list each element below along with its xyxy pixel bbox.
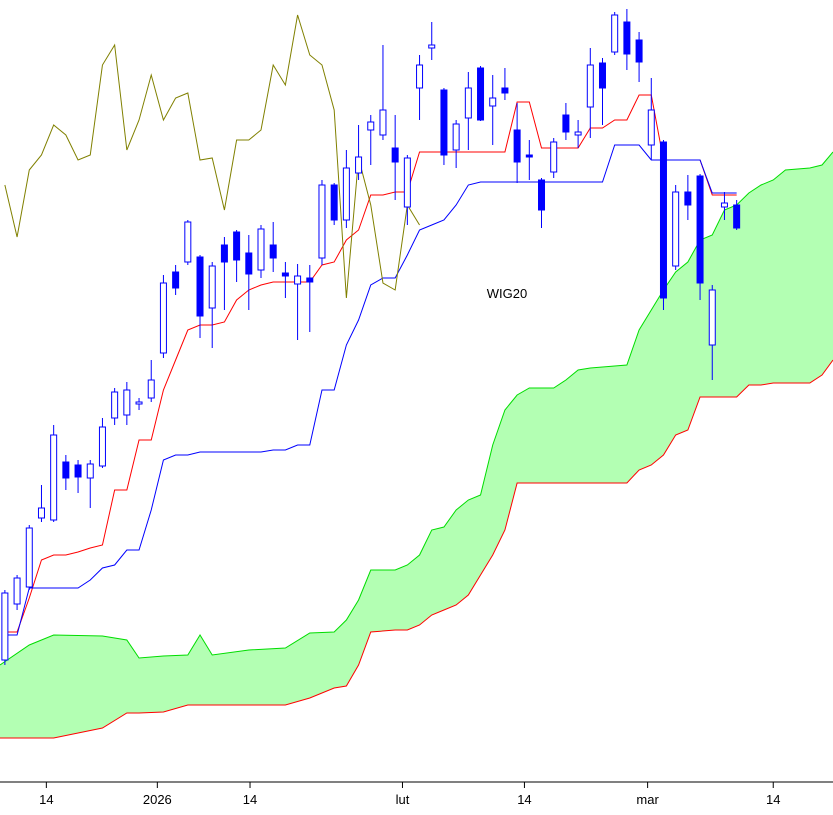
- candle-body: [208, 265, 216, 309]
- candle-body: [501, 87, 509, 94]
- candle-body: [562, 114, 570, 133]
- candle-body: [147, 379, 155, 399]
- x-tick-label: 14: [766, 792, 780, 807]
- candle-body: [538, 179, 546, 211]
- candle-body: [306, 277, 314, 283]
- candle-body: [659, 141, 667, 299]
- x-tick-label: 2026: [143, 792, 172, 807]
- candle-body: [62, 461, 70, 479]
- cloud-upper-line: [0, 151, 833, 666]
- indicator-line: [4, 14, 420, 299]
- candle-body: [98, 426, 106, 467]
- candle-body: [635, 39, 643, 63]
- indicator-line: [4, 94, 737, 633]
- candle-body: [477, 67, 485, 121]
- candle-body: [355, 156, 363, 174]
- candle-body: [574, 131, 582, 136]
- candle-body: [50, 434, 58, 521]
- candle-body: [269, 244, 277, 259]
- candle-body: [391, 147, 399, 163]
- x-tick-label: 14: [243, 792, 257, 807]
- candle-body: [598, 62, 606, 89]
- candle-body: [13, 577, 21, 605]
- candle-body: [257, 228, 265, 271]
- candle-body: [233, 231, 241, 261]
- cloud-lower-line: [0, 359, 833, 739]
- x-tick-label: mar: [636, 792, 659, 807]
- candle-body: [1, 592, 9, 661]
- candle-body: [513, 129, 521, 163]
- candle-body: [159, 282, 167, 354]
- candle-body: [379, 109, 387, 136]
- candle-body: [281, 272, 289, 277]
- candle-body: [318, 184, 326, 259]
- candle-body: [74, 464, 82, 478]
- candle-body: [111, 391, 119, 419]
- candle-body: [550, 141, 558, 173]
- candle-body: [86, 463, 94, 479]
- cloud: [0, 152, 833, 738]
- candle-body: [428, 44, 436, 49]
- candle-body: [647, 109, 655, 146]
- candle-body: [220, 244, 228, 263]
- candle-body: [330, 184, 338, 221]
- x-tick-label: lut: [396, 792, 410, 807]
- candle-body: [172, 271, 180, 289]
- candle-body: [586, 64, 594, 108]
- candle-body: [135, 401, 143, 405]
- x-tick-label: 14: [517, 792, 531, 807]
- candle-body: [440, 89, 448, 156]
- candle-body: [403, 157, 411, 208]
- candle-body: [25, 527, 33, 588]
- candle-body: [623, 21, 631, 55]
- candle-body: [611, 14, 619, 53]
- candle-body: [684, 191, 692, 206]
- candle-body: [123, 389, 131, 416]
- candle-body: [672, 191, 680, 267]
- candle-body: [708, 289, 716, 346]
- candle-body: [294, 275, 302, 285]
- candle-body: [184, 221, 192, 263]
- candle-body: [489, 97, 497, 107]
- candle-body: [416, 64, 424, 89]
- candle-body: [245, 252, 253, 275]
- candle-body: [525, 154, 533, 158]
- candle-body: [367, 121, 375, 131]
- chart-title: WIG20: [487, 286, 527, 301]
- x-tick-label: 14: [39, 792, 53, 807]
- candle-body: [196, 256, 204, 317]
- candle-body: [37, 507, 45, 519]
- candle-body: [696, 175, 704, 284]
- candle-body: [733, 204, 741, 229]
- indicator-line: [4, 144, 737, 636]
- candle-body: [720, 202, 728, 208]
- candle-body: [342, 167, 350, 221]
- candle-body: [452, 123, 460, 151]
- candle-body: [464, 87, 472, 119]
